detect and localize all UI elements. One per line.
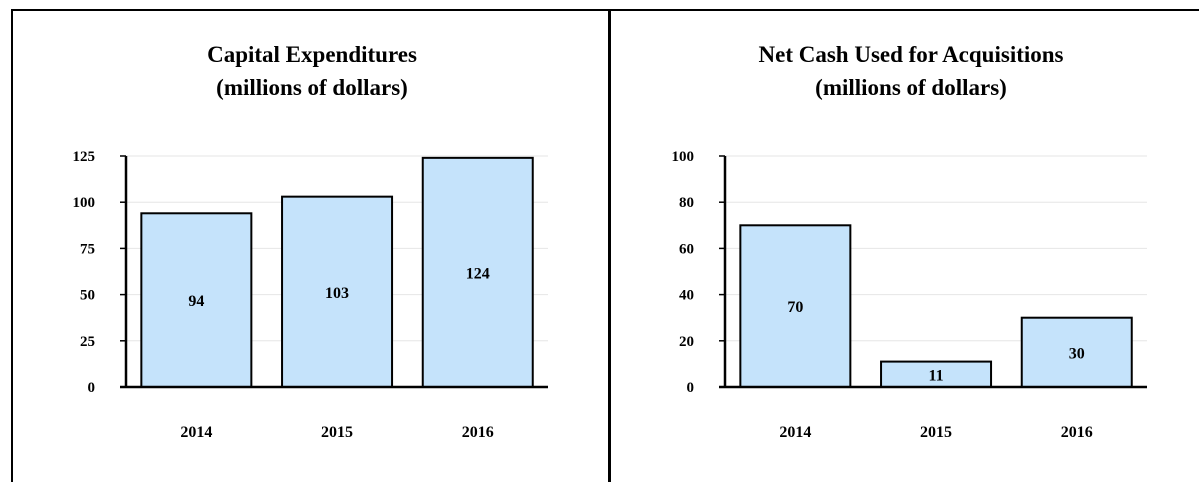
data-label: 124 [466, 265, 490, 282]
x-category-label: 2014 [779, 424, 811, 441]
bar-2015 [880, 360, 993, 388]
data-label: 103 [325, 285, 349, 302]
frame-top-border [11, 9, 1199, 11]
data-label: 30 [1069, 345, 1085, 362]
y-tick-label: 80 [679, 195, 694, 211]
bar-2015 [281, 195, 394, 388]
y-tick-label: 75 [80, 241, 95, 257]
x-category-label: 2015 [321, 424, 353, 441]
frame-divider [608, 9, 611, 482]
x-category-label: 2015 [920, 424, 952, 441]
data-label: 11 [928, 367, 943, 384]
data-label: 70 [787, 299, 803, 316]
y-tick-label: 20 [679, 334, 694, 350]
y-tick-label: 0 [88, 380, 96, 396]
bar-2016 [421, 156, 534, 388]
y-tick-label: 0 [687, 380, 695, 396]
capital-expenditures-chart: Capital Expenditures (millions of dollar… [73, 42, 548, 441]
y-tick-label: 100 [73, 195, 96, 211]
chart-title: Net Cash Used for Acquisitions [759, 42, 1064, 67]
chart-subtitle: (millions of dollars) [815, 75, 1007, 100]
y-tick-label: 60 [679, 241, 694, 257]
x-category-label: 2016 [462, 424, 494, 441]
net-cash-acquisitions-chart: Net Cash Used for Acquisitions (millions… [672, 42, 1147, 441]
y-tick-label: 50 [80, 288, 95, 304]
y-tick-label: 100 [672, 149, 695, 165]
data-label: 94 [188, 293, 204, 310]
x-category-label: 2014 [180, 424, 212, 441]
x-category-label: 2016 [1061, 424, 1093, 441]
y-tick-label: 125 [73, 149, 96, 165]
frame-left-border [11, 9, 13, 482]
chart-title: Capital Expenditures [207, 42, 417, 67]
bar-2014 [739, 224, 852, 388]
y-tick-label: 25 [80, 334, 95, 350]
y-tick-label: 40 [679, 288, 694, 304]
chart-subtitle: (millions of dollars) [216, 75, 408, 100]
